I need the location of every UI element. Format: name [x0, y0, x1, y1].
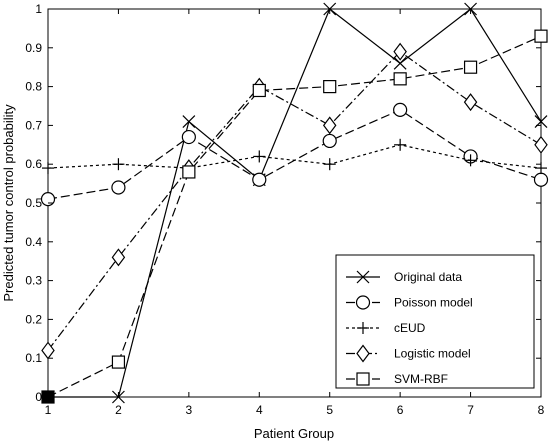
series-line [48, 8, 542, 398]
data-point [322, 133, 337, 149]
data-point [40, 192, 56, 207]
x-tick-label: 5 [326, 403, 333, 417]
y-tick-label: 0.7 [25, 118, 42, 132]
y-tick-label: 0.2 [25, 312, 42, 326]
series-layer [40, 2, 549, 404]
series-line [47, 35, 542, 398]
x-tick-label: 1 [45, 403, 52, 417]
legend: Original data Poisson model cEUD Logistic m… [335, 254, 535, 389]
legend-entry: SVM-RBF [346, 372, 448, 386]
legend-label: Original data [394, 270, 462, 284]
x-tick-label: 6 [397, 403, 404, 417]
data-point [112, 158, 125, 171]
legend-marker [356, 270, 370, 284]
legend-marker [356, 344, 370, 363]
x-tick-label: 7 [467, 403, 474, 417]
legend-entry: Logistic model [346, 344, 471, 363]
data-point [534, 29, 548, 43]
y-tick-label: 0.4 [25, 235, 42, 249]
legend-label: Logistic model [394, 347, 471, 361]
series-2 [42, 138, 547, 175]
data-point [182, 115, 196, 128]
data-point [393, 56, 407, 70]
legend-label: SVM-RBF [394, 372, 448, 386]
data-point [111, 355, 126, 369]
data-point [393, 102, 408, 117]
data-point [464, 154, 477, 167]
x-axis-label: Patient Group [254, 426, 334, 441]
y-tick-label: 0.5 [25, 196, 42, 210]
y-axis-label: Predicted tumor control probability [1, 104, 16, 302]
data-point [534, 135, 548, 154]
data-point [533, 172, 549, 187]
axis-ticks: 0 0.1 0.2 0.3 0.4 0.5 0.6 0.7 0.8 0.9 1 1 2 3 4 5 6 7 8 [25, 2, 544, 417]
legend-marker [355, 295, 371, 310]
x-tick-label: 3 [186, 403, 193, 417]
data-point [323, 79, 337, 94]
series-line [47, 144, 542, 169]
data-point [182, 165, 196, 179]
legend-entry: Original data [346, 270, 462, 284]
y-tick-label: 0.3 [25, 274, 42, 288]
data-point [111, 180, 126, 195]
y-tick-label: 0.9 [25, 41, 42, 55]
legend-entry: cEUD [346, 321, 426, 335]
data-point [463, 60, 478, 74]
data-point [253, 150, 266, 163]
data-point [322, 116, 337, 135]
data-point [394, 138, 407, 151]
data-point [252, 172, 267, 187]
data-point [181, 129, 196, 145]
y-tick-label: 0.8 [25, 80, 42, 94]
data-point [111, 248, 126, 267]
data-point [393, 72, 407, 86]
data-point [323, 158, 336, 171]
y-tick-label: 0.6 [25, 157, 42, 171]
series-4 [41, 29, 548, 404]
legend-entry: Poisson model [346, 295, 473, 310]
series-line [47, 50, 542, 351]
x-tick-label: 8 [538, 403, 545, 417]
data-point [463, 93, 478, 112]
y-tick-label: 0 [35, 390, 42, 404]
x-tick-label: 2 [115, 403, 122, 417]
legend-marker [357, 322, 369, 334]
legend-marker [356, 372, 370, 386]
x-tick-label: 4 [256, 403, 263, 417]
y-tick-label: 0.1 [25, 351, 42, 365]
legend-label: Poisson model [394, 296, 473, 310]
y-tick-label: 1 [35, 2, 42, 16]
data-point [393, 42, 407, 61]
data-point [252, 83, 266, 98]
legend-label: cEUD [394, 321, 426, 335]
